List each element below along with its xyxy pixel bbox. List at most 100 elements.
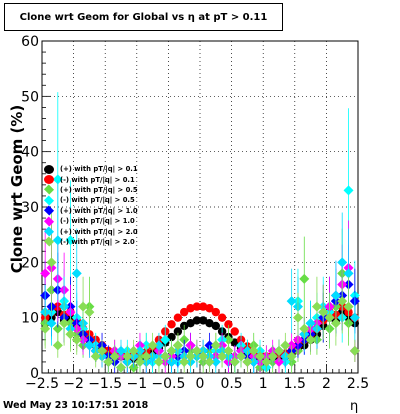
data-point (84, 340, 95, 351)
legend-marker (43, 226, 55, 237)
data-point (128, 345, 139, 356)
data-point (46, 257, 57, 268)
x-tick-label: −1 (126, 376, 147, 392)
data-point (210, 340, 221, 351)
data-point (305, 318, 316, 329)
data-point (52, 323, 63, 334)
y-tick-label: 10 (21, 311, 39, 327)
data-point (166, 345, 177, 356)
data-point (65, 235, 76, 246)
legend-item: (+) with pT/|q| > 1.0 (43, 205, 162, 216)
data-point (337, 257, 348, 268)
data-point (186, 304, 195, 313)
data-point (40, 323, 51, 334)
data-point (59, 318, 70, 329)
data-point (299, 273, 310, 284)
data-point (311, 301, 322, 312)
data-point (343, 301, 354, 312)
data-point (205, 304, 214, 313)
data-point (97, 345, 108, 356)
data-point (185, 351, 196, 362)
data-point (186, 319, 195, 328)
x-tick-label: 1.5 (284, 376, 306, 392)
legend-item: (+) with pT/|q| > 0.1 (44, 164, 162, 174)
data-point (299, 323, 310, 334)
data-point (211, 307, 220, 317)
data-point (52, 235, 63, 246)
data-point (217, 351, 228, 362)
data-point (337, 296, 348, 307)
data-point (40, 268, 51, 279)
y-tick-label: 50 (21, 89, 39, 105)
data-point (192, 316, 202, 325)
legend-item: (-) with pT/|q| > 1.0 (43, 216, 162, 227)
legend-item: (-) with pT/|q| > 0.5 (43, 195, 162, 206)
y-axis-label: Clone wrt Geom (%) (8, 104, 26, 274)
data-point (267, 351, 278, 362)
data-point (198, 302, 208, 311)
legend-label: (-) with pT/|q| > 0.1 (60, 175, 135, 184)
legend-item: (+) with pT/|q| > 2.0 (43, 226, 162, 237)
x-tick-label: 2 (322, 376, 331, 392)
legend-marker (44, 164, 54, 174)
legend-marker (44, 175, 54, 185)
legend-label: (-) with pT/|q| > 1.0 (60, 217, 135, 226)
data-point (286, 351, 297, 362)
x-tick-label: −2 (63, 376, 84, 392)
data-point (248, 345, 259, 356)
data-point (229, 356, 240, 367)
series-7 (40, 212, 360, 373)
data-point (318, 307, 329, 318)
data-point (349, 345, 360, 356)
data-point (179, 356, 190, 367)
data-point (204, 356, 215, 367)
y-tick-label: 0 (30, 366, 39, 382)
data-point (305, 334, 316, 345)
data-point (84, 307, 95, 318)
data-point (78, 301, 89, 312)
legend-item: (-) with pT/|q| > 0.1 (44, 174, 162, 185)
data-point (292, 312, 303, 323)
data-point (172, 340, 183, 351)
axis-ticks: −2.5 −2 −1.5 −1 −0.5 0 0.5 1 1.5 2 2.5 0 10 20 30 40 50 6… (21, 34, 369, 392)
legend-label: (+) with pT/|q| > 0.5 (60, 185, 138, 194)
legend-marker (43, 184, 55, 196)
data-point (180, 307, 189, 317)
data-point (211, 321, 220, 331)
data-point (173, 327, 183, 336)
data-point (192, 302, 202, 311)
data-point (52, 340, 63, 351)
data-point (160, 351, 171, 362)
data-point (65, 329, 76, 340)
x-tick-label: 2.5 (347, 376, 369, 392)
data-point (122, 351, 133, 362)
data-point (280, 340, 291, 351)
data-point (255, 351, 266, 362)
data-point (349, 312, 360, 323)
legend-marker (43, 195, 55, 206)
x-tick-label: 0 (196, 376, 205, 392)
data-point (109, 351, 120, 362)
data-point (343, 268, 354, 279)
data-point (52, 174, 63, 185)
data-point (71, 334, 82, 345)
data-point (324, 312, 335, 323)
data-point (116, 345, 126, 356)
data-point (134, 356, 145, 367)
legend-label: (-) with pT/|q| > 2.0 (60, 237, 135, 246)
data-point (210, 356, 221, 367)
data-point (286, 296, 297, 307)
data-point (230, 327, 239, 336)
chart-title: Clone wrt Geom for Global vs η at pT > 0… (4, 3, 283, 31)
data-point (198, 351, 209, 362)
data-point (191, 345, 202, 356)
data-point (153, 340, 164, 351)
data-point (147, 340, 158, 351)
y-tick-label: 20 (21, 255, 39, 271)
series-layer (40, 92, 360, 373)
legend-marker (43, 216, 55, 227)
data-point (71, 268, 82, 279)
x-tick-label: −1.5 (88, 376, 122, 392)
data-point (141, 351, 152, 362)
legend-marker (43, 205, 55, 216)
